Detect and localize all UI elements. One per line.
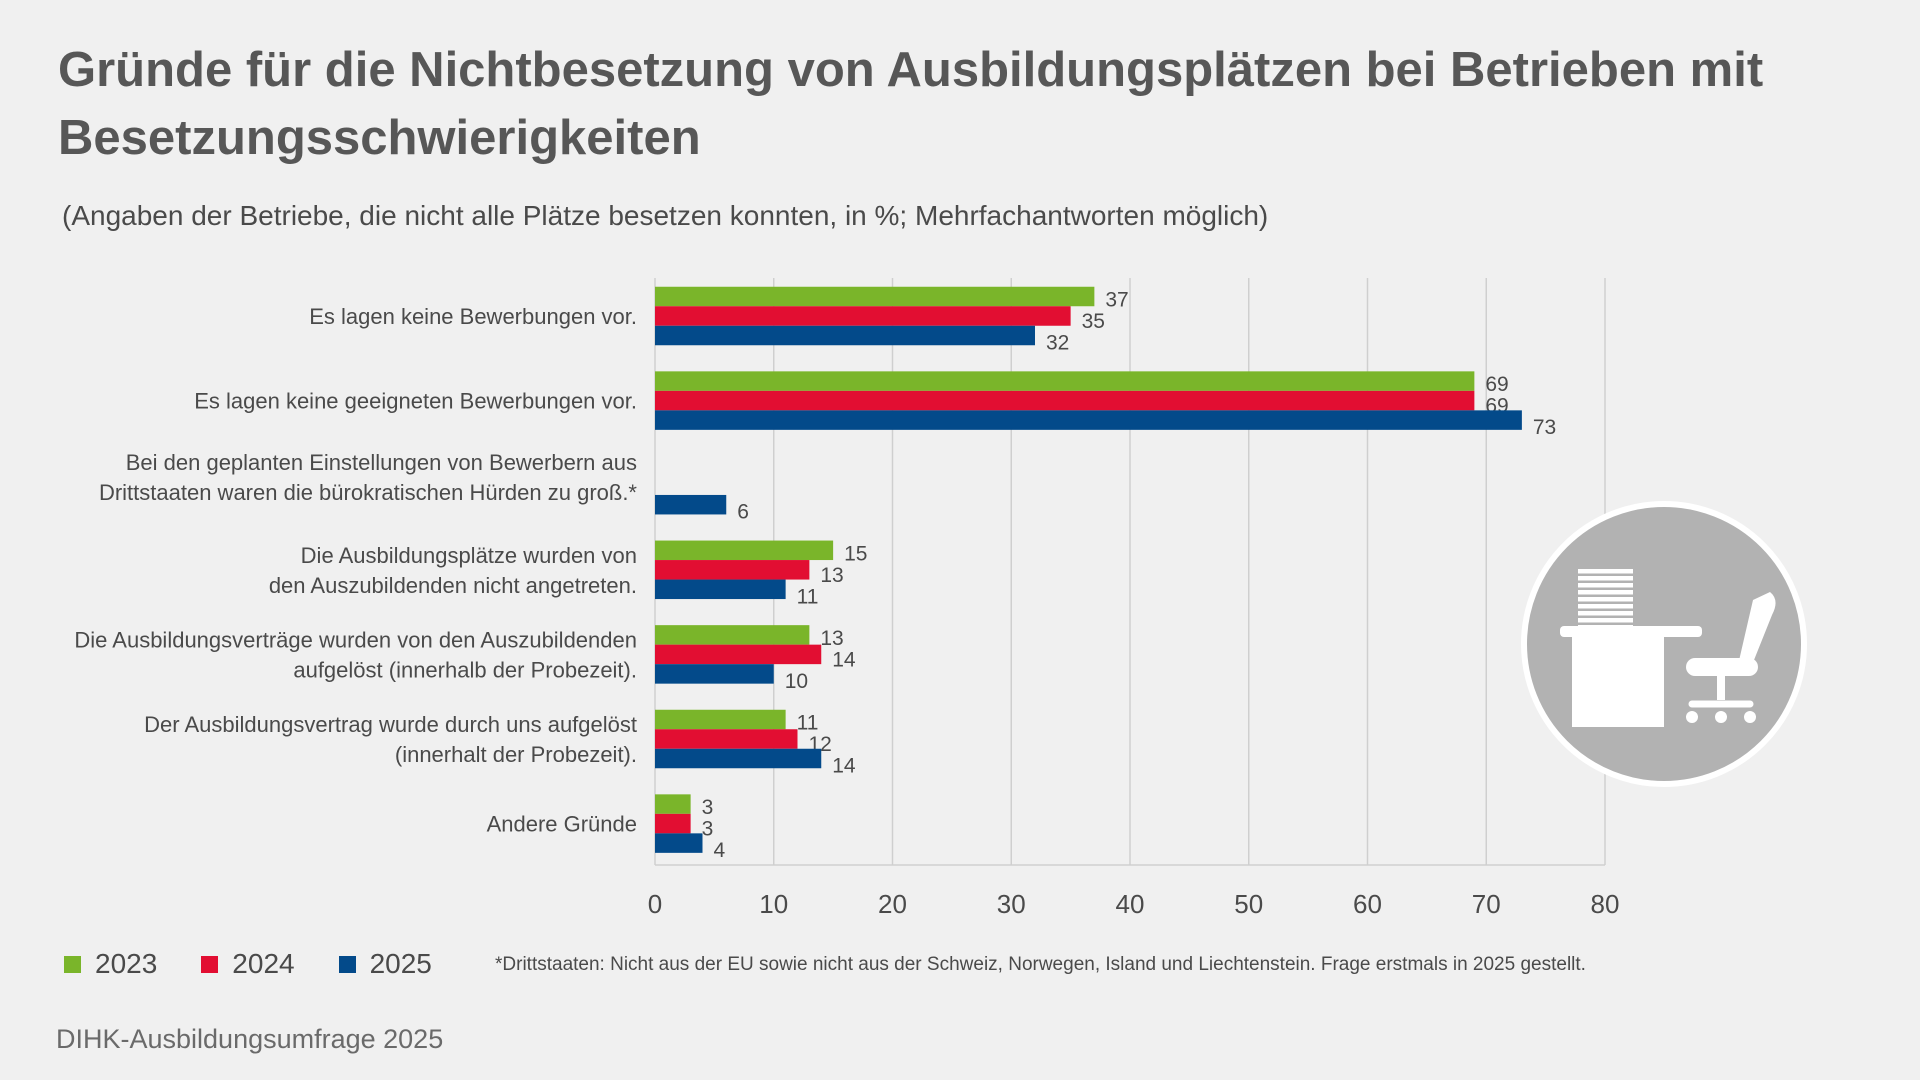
paper-stack-icon [1578,583,1633,588]
chair-wheel-icon [1715,711,1727,723]
data-label: 10 [785,670,808,693]
legend-label: 2023 [95,948,158,979]
data-label: 3 [702,818,714,841]
source-note: DIHK-Ausbildungsumfrage 2025 [56,1024,444,1054]
x-tick-label: 20 [878,889,907,919]
bar-2023 [655,286,1095,307]
data-label: 3 [702,796,714,819]
category-label: aufgelöst (innerhalb der Probezeit). [293,657,637,682]
category-label: Der Ausbildungsvertrag wurde durch uns a… [144,712,637,737]
chair-back-icon [1738,592,1776,665]
data-label: 13 [820,627,843,650]
bar-2023 [655,794,691,814]
bar-2023 [655,709,786,730]
paper-stack-icon [1578,590,1633,595]
chart-subtitle: (Angaben der Betriebe, die nicht alle Pl… [62,200,1269,231]
bar-2025 [655,579,786,600]
data-label: 69 [1485,373,1508,396]
data-label: 14 [832,648,856,671]
bar-2025 [655,410,1522,430]
data-label: 13 [820,564,843,587]
legend-swatch [64,955,81,973]
data-label: 4 [714,839,726,862]
category-label: Es lagen keine geeigneten Bewerbungen vo… [194,389,637,414]
x-tick-label: 0 [648,889,662,919]
paper-stack-icon [1578,604,1633,609]
bar-2025 [655,833,703,853]
data-label: 35 [1082,310,1105,333]
category-label: Die Ausbildungsplätze wurden von [301,543,637,568]
chart-title: Gründe für die Nichtbesetzung von Ausbil… [58,43,1764,165]
category-label: Es lagen keine Bewerbungen vor. [309,304,637,329]
data-label: 32 [1046,332,1069,355]
x-tick-label: 10 [759,889,788,919]
x-tick-label: 30 [997,889,1026,919]
data-label: 15 [844,542,867,565]
paper-stack-icon [1578,611,1633,616]
bar-2023 [655,371,1475,391]
category-label: den Auszubildenden nicht angetreten. [269,573,637,598]
bar-2024 [655,729,798,749]
category-label: Die Ausbildungsverträge wurden von den A… [74,627,637,652]
bar-2024 [655,390,1475,411]
legend-label: 2025 [369,948,432,979]
bar-2024 [655,560,810,580]
category-label: Bei den geplanten Einstellungen von Bewe… [126,450,637,475]
desk-body-icon [1572,637,1664,727]
bar-2024 [655,644,822,665]
category-label: Andere Gründe [487,812,637,837]
footnote: *Drittstaaten: Nicht aus der EU sowie ni… [495,954,1586,975]
paper-stack-icon [1578,569,1633,574]
legend: 2023 2024 2025 [64,948,432,980]
bar-2024 [655,306,1071,326]
data-label: 6 [737,501,749,524]
legend-item-2024: 2024 [201,948,295,980]
legend-item-2023: 2023 [64,948,157,980]
bar-2024 [655,813,691,834]
legend-swatch [338,955,356,973]
category-label: (innerhalt der Probezeit). [395,742,637,767]
x-tick-label: 70 [1472,889,1501,919]
bar-2023 [655,625,810,645]
legend-swatch [201,955,219,973]
data-label: 11 [797,712,819,735]
chair-seat-icon [1686,658,1758,676]
x-tick-label: 80 [1591,889,1620,919]
bar-2025 [655,664,774,684]
chair-post-icon [1717,676,1725,700]
bar-2025 [655,325,1035,346]
legend-label: 2024 [232,948,295,979]
data-label: 14 [832,755,856,778]
chair-wheel-icon [1744,711,1756,723]
bar-2025 [655,748,822,769]
paper-stack-icon [1578,576,1633,581]
data-label: 37 [1105,289,1128,312]
bar-2025 [655,494,727,515]
x-tick-label: 40 [1116,889,1145,919]
x-tick-label: 50 [1234,889,1263,919]
legend-item-2025: 2025 [338,948,432,980]
bar-2023 [655,540,834,561]
x-tick-label: 60 [1353,889,1382,919]
desk-top-icon [1560,626,1702,637]
paper-stack-icon [1578,618,1633,623]
category-label: Drittstaaten waren die bürokratischen Hü… [99,480,637,505]
data-label: 73 [1533,416,1556,439]
chair-wheel-icon [1686,711,1698,723]
data-label: 11 [797,585,819,608]
paper-stack-icon [1578,597,1633,602]
